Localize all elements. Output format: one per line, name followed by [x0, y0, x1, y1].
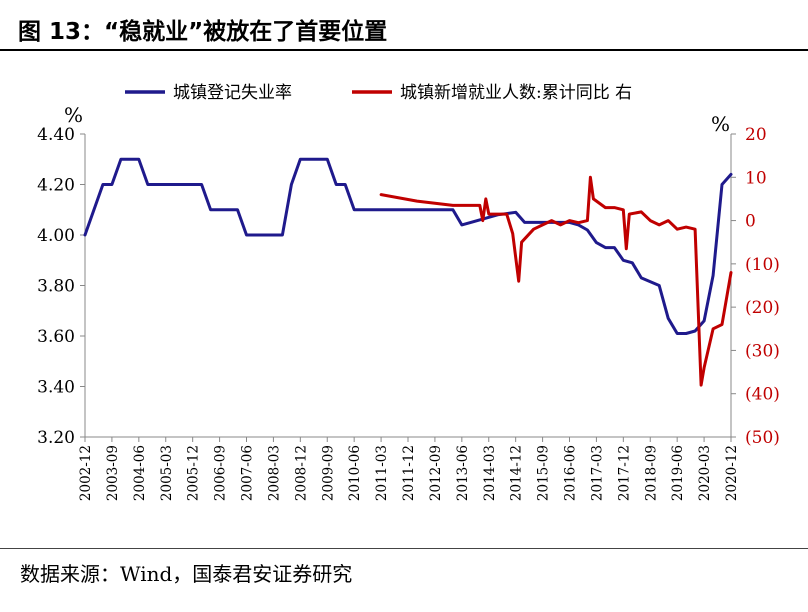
- x-tick-label: 2004-06: [132, 445, 148, 501]
- series-line-unemployment-rate: [83, 157, 733, 335]
- x-tick-label: 2014-12: [509, 445, 525, 501]
- x-tick-label: 2011-12: [401, 445, 417, 501]
- x-tick-label: 2011-03: [374, 445, 390, 501]
- x-tick-label: 2017-12: [616, 445, 632, 501]
- right-tick-label: 20: [745, 125, 767, 145]
- x-tick-label: 2014-03: [482, 445, 498, 501]
- x-tick-label: 2009-09: [320, 445, 336, 501]
- line-chart: 3.20 3.40 3.60 3.80 4.00 4.20 4.40% (50) (40) (30…: [37, 83, 780, 501]
- x-tick-label: 2020-03: [697, 445, 713, 501]
- x-tick-label: 2018-09: [643, 445, 659, 501]
- left-tick-label: 4.20: [37, 176, 75, 196]
- right-tick-label: 10: [745, 168, 767, 188]
- left-tick-label: 3.60: [37, 327, 75, 347]
- x-tick-label: 2012-09: [428, 445, 444, 501]
- x-tick-label: 2016-06: [563, 445, 579, 501]
- right-tick-label: (30): [745, 341, 780, 361]
- x-tick-label: 2003-09: [105, 445, 121, 501]
- x-tick-label: 2007-06: [240, 445, 256, 501]
- x-tick-label: 2005-12: [186, 445, 202, 501]
- left-tick-label: 3.20: [37, 428, 75, 448]
- left-tick-label: 3.40: [37, 378, 75, 398]
- left-tick-label: 4.40: [37, 125, 75, 145]
- right-tick-label: (40): [745, 385, 780, 405]
- x-tick-label: 2002-12: [78, 445, 94, 501]
- x-tick-label: 2017-03: [589, 445, 605, 501]
- legend-label: 城镇新增就业人数:累计同比 右: [400, 83, 632, 103]
- right-tick-label: (50): [745, 428, 780, 448]
- x-tick-label: 2008-03: [266, 445, 282, 501]
- source-note: 数据来源：Wind，国泰君安证券研究: [20, 562, 353, 586]
- legend-label: 城镇登记失业率: [173, 83, 292, 103]
- series-line-new-jobs-yoy: [379, 175, 733, 387]
- left-tick-label: 4.00: [37, 226, 75, 246]
- page-title: 图 13：“稳就业”被放在了首要位置: [18, 19, 388, 45]
- title-rule: [0, 49, 808, 51]
- x-tick-label: 2019-06: [670, 445, 686, 501]
- left-axis-unit: %: [64, 103, 83, 127]
- x-tick-label: 2020-12: [724, 445, 740, 501]
- right-tick-label: (10): [745, 255, 780, 275]
- x-tick-label: 2015-09: [536, 445, 552, 501]
- x-tick-label: 2005-03: [159, 445, 175, 501]
- x-tick-label: 2008-12: [293, 445, 309, 501]
- source-rule: [0, 548, 808, 549]
- left-tick-label: 3.80: [37, 277, 75, 297]
- right-tick-label: (20): [745, 298, 780, 318]
- right-tick-label: 0: [745, 212, 756, 232]
- x-tick-label: 2010-06: [347, 445, 363, 501]
- x-tick-label: 2013-06: [455, 445, 471, 501]
- x-tick-label: 2006-09: [213, 445, 229, 501]
- right-axis-unit: %: [711, 112, 730, 136]
